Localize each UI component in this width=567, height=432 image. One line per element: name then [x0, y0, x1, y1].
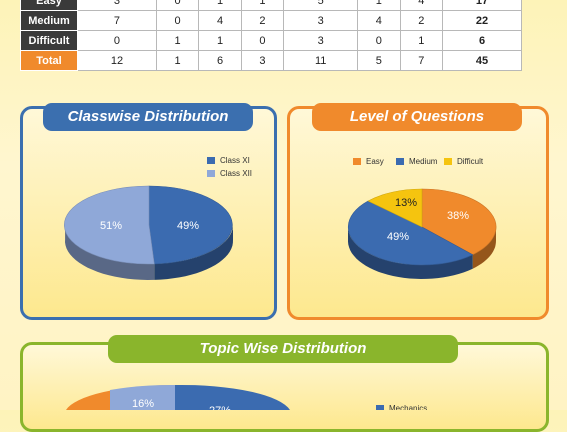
level-title: Level of Questions	[312, 103, 522, 131]
table-cell: 3	[240, 50, 285, 71]
legend-label: Difficult	[457, 157, 484, 166]
data-label: 13%	[395, 197, 417, 209]
topic-title: Topic Wise Distribution	[108, 335, 458, 363]
table-cell: 11	[283, 50, 359, 71]
pie-slice-topic-2b	[110, 384, 175, 410]
legend-label: Mechanics	[389, 404, 427, 410]
row-label: Medium	[20, 10, 78, 31]
data-label: 38%	[447, 210, 469, 222]
legend-label: Class XI	[220, 156, 250, 165]
row-label: Total	[20, 50, 78, 71]
table-row: Total 12 1 6 3 11 5 7 45	[20, 50, 522, 71]
legend-label: Medium	[409, 157, 438, 166]
question-distribution-table: Easy 3 0 1 1 5 1 4 17 Medium 7 0 4 2 3 4 2 22 Difficult 0 1 1…	[20, 0, 522, 71]
legend-swatch	[207, 170, 215, 177]
table-cell: 7	[77, 10, 157, 31]
classwise-title: Classwise Distribution	[43, 103, 253, 131]
pie-slice-medium	[347, 200, 474, 266]
table-cell: 2	[399, 10, 444, 31]
table-cell: 12	[77, 50, 157, 71]
pie-side-medium	[348, 227, 473, 279]
legend-swatch	[207, 157, 215, 164]
pie-slice-easy	[421, 188, 497, 256]
table-cell: 4	[198, 10, 242, 31]
pie-slice-difficult	[367, 188, 423, 228]
pie-side-class-xi	[154, 223, 233, 280]
legend-label: Easy	[366, 157, 384, 166]
table-cell: 1	[155, 50, 200, 71]
table-cell: 0	[357, 30, 401, 51]
legend-swatch	[353, 158, 361, 165]
data-label: 51%	[100, 220, 122, 232]
legend-label: Class XII	[220, 169, 252, 178]
table-cell: 1	[155, 30, 200, 51]
pie-slice-class-xii	[64, 185, 155, 265]
legend-swatch	[376, 405, 384, 410]
table-cell: 0	[240, 30, 285, 51]
table-cell: 3	[283, 30, 359, 51]
legend-swatch	[444, 158, 452, 165]
table-row: Medium 7 0 4 2 3 4 2 22	[20, 10, 522, 31]
pie-slice-class-xi	[148, 185, 233, 265]
table-cell: 4	[357, 10, 401, 31]
legend-swatch	[396, 158, 404, 165]
row-total: 45	[442, 50, 522, 71]
table-cell: 6	[198, 50, 242, 71]
table-cell: 0	[155, 10, 200, 31]
data-label: 49%	[387, 231, 409, 243]
data-label: 27%	[209, 405, 231, 410]
table-row: Easy 3 0 1 1 5 1 4 17	[20, 0, 522, 11]
pie-side-class-xii	[65, 223, 155, 280]
table-cell: 5	[357, 50, 401, 71]
data-label: 16%	[132, 398, 154, 410]
data-label: 49%	[177, 220, 199, 232]
table-cell: 7	[399, 50, 444, 71]
pie-slice-mechanics	[175, 384, 290, 410]
table-cell: 2	[240, 10, 285, 31]
row-total: 22	[442, 10, 522, 31]
charts-layer: 49% 51% Class XI Class XII 38% 49% 13% Easy Medi…	[64, 156, 497, 410]
